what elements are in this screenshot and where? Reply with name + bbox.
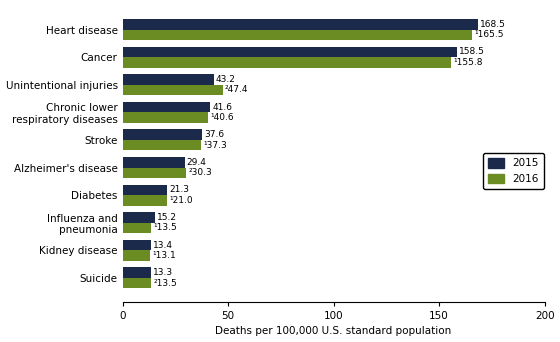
Bar <box>123 168 186 178</box>
Bar <box>123 223 151 233</box>
Text: ¹37.3: ¹37.3 <box>203 141 227 150</box>
Bar <box>123 267 151 278</box>
Bar <box>123 212 155 223</box>
Bar <box>123 278 151 288</box>
Text: 41.6: 41.6 <box>212 103 232 111</box>
Text: ¹13.5: ¹13.5 <box>153 223 177 233</box>
Text: 15.2: 15.2 <box>157 213 177 222</box>
Text: ²13.5: ²13.5 <box>153 279 177 288</box>
Text: 168.5: 168.5 <box>480 20 506 29</box>
Bar <box>123 185 167 195</box>
Bar <box>123 250 150 261</box>
Text: ¹21.0: ¹21.0 <box>169 196 193 205</box>
Text: 13.4: 13.4 <box>153 240 173 250</box>
Bar <box>123 74 214 85</box>
Bar <box>123 19 478 29</box>
Text: 29.4: 29.4 <box>186 158 207 167</box>
Bar <box>123 129 202 140</box>
Text: 13.3: 13.3 <box>153 268 173 277</box>
Bar <box>123 85 222 95</box>
Text: 158.5: 158.5 <box>459 48 485 56</box>
Text: ¹13.1: ¹13.1 <box>152 251 176 260</box>
Legend: 2015, 2016: 2015, 2016 <box>483 153 544 189</box>
Bar <box>123 57 451 68</box>
Bar <box>123 140 201 150</box>
Bar <box>123 157 185 168</box>
Text: ²47.4: ²47.4 <box>225 86 248 94</box>
Bar <box>123 29 472 40</box>
Text: ¹40.6: ¹40.6 <box>211 113 234 122</box>
Text: 43.2: 43.2 <box>216 75 236 84</box>
X-axis label: Deaths per 100,000 U.S. standard population: Deaths per 100,000 U.S. standard populat… <box>216 327 452 337</box>
Text: ¹165.5: ¹165.5 <box>474 30 503 39</box>
Text: ²30.3: ²30.3 <box>189 168 212 177</box>
Bar <box>123 240 151 250</box>
Bar <box>123 112 208 123</box>
Text: ¹155.8: ¹155.8 <box>454 58 483 67</box>
Bar <box>123 195 167 206</box>
Bar <box>123 102 211 112</box>
Text: 37.6: 37.6 <box>204 130 224 139</box>
Bar <box>123 47 457 57</box>
Text: 21.3: 21.3 <box>170 185 190 194</box>
